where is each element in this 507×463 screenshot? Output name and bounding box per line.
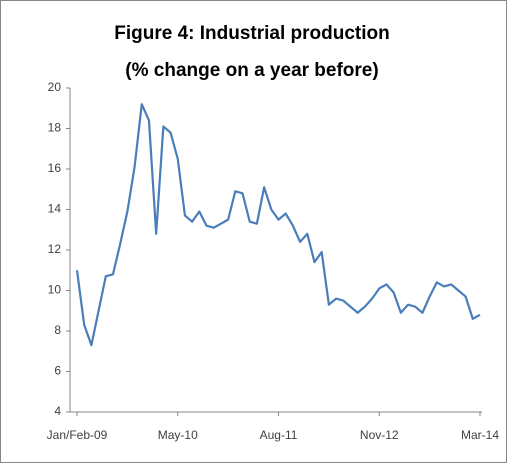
y-tick-label: 8 [54,323,61,337]
y-tick-label: 18 [48,121,62,135]
x-tick-label: Nov-12 [360,428,399,442]
x-tick-label: Jan/Feb-09 [47,428,108,442]
y-tick-label: 4 [54,404,61,418]
y-tick-label: 16 [48,161,62,175]
data-line [75,103,481,347]
chart-title: Figure 4: Industrial production [114,23,390,44]
y-tick-label: 14 [48,202,62,216]
y-tick-label: 6 [54,364,61,378]
x-tick-label: Aug-11 [260,428,298,442]
y-tick-label: 10 [48,283,62,297]
y-tick-label: 20 [48,80,62,94]
x-tick-label: May-10 [158,428,198,442]
x-tick-label: Mar-14 [461,428,499,442]
y-tick-label: 12 [48,242,62,256]
chart-subtitle: (% change on a year before) [125,60,378,81]
